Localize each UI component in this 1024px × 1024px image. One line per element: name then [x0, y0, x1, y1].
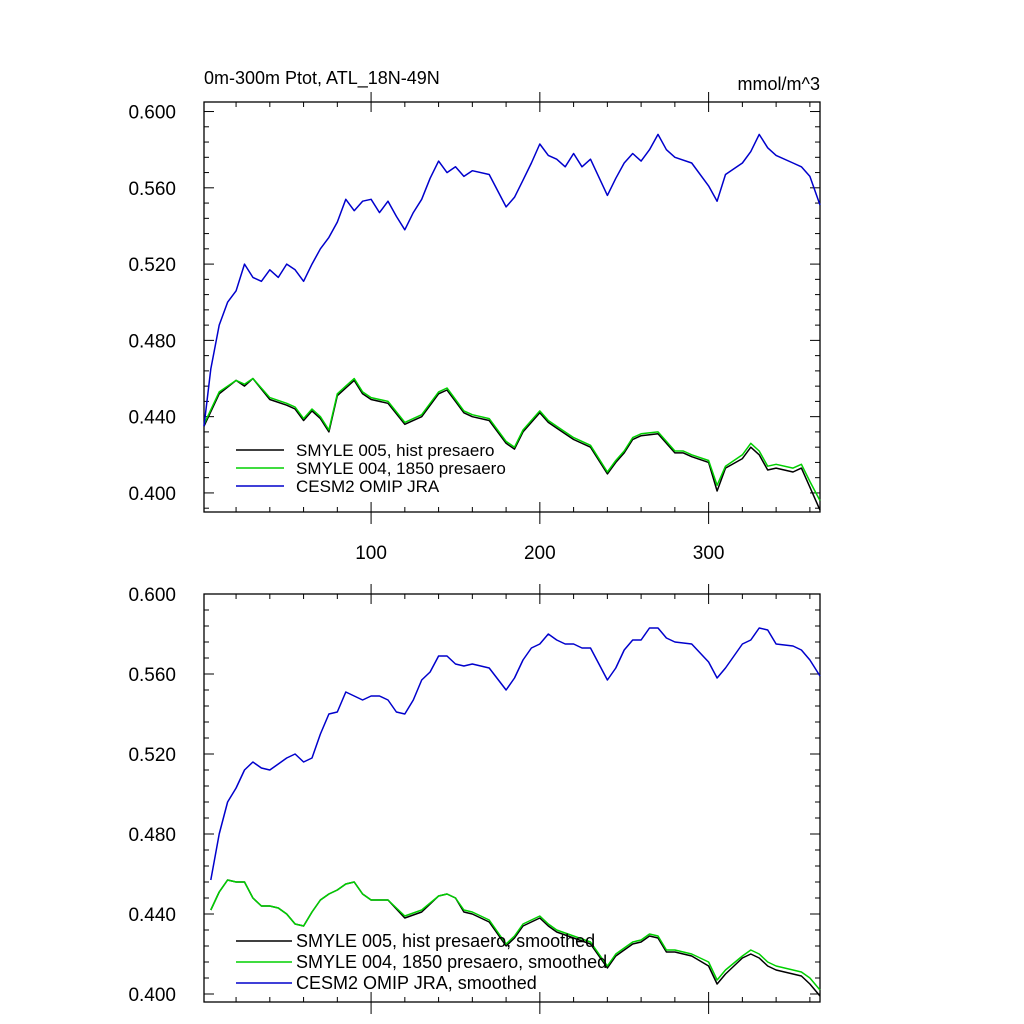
- chart-panel-top: 0.400 0.440 0.480 0.520 0.560 0.600 100 200 300 0…: [128, 68, 821, 564]
- plot-frame: [203, 101, 821, 513]
- y-tick-label: 0.560: [128, 665, 176, 686]
- y-tick-label: 0.440: [128, 408, 176, 429]
- legend-label: SMYLE 004, 1850 presaero, smoothed: [296, 952, 607, 972]
- units-label: mmol/m^3: [738, 74, 820, 94]
- legend: SMYLE 005, hist presaero, smoothedSMYLE …: [236, 931, 607, 993]
- legend-label: SMYLE 005, hist presaero, smoothed: [296, 931, 595, 951]
- y-tick-label: 0.400: [128, 484, 176, 505]
- legend-label: CESM2 OMIP JRA: [296, 477, 440, 496]
- series-line-1: [210, 879, 821, 991]
- series-line-1: [203, 377, 821, 501]
- y-tick-label: 0.520: [128, 255, 176, 276]
- y-tick-label: 0.440: [128, 905, 176, 926]
- legend-label: SMYLE 004, 1850 presaero: [296, 459, 506, 478]
- y-tick-label: 0.480: [128, 331, 176, 352]
- plot-frame: [203, 593, 821, 1003]
- series-line-0: [203, 377, 821, 511]
- y-tick-label: 0.520: [128, 745, 176, 766]
- y-tick-label: 0.560: [128, 179, 176, 200]
- legend-label: SMYLE 005, hist presaero: [296, 441, 494, 460]
- y-tick-label: 0.600: [128, 585, 176, 606]
- y-tick-label: 0.600: [128, 103, 176, 124]
- chart-panel-bottom: 0.400 0.440 0.480 0.520 0.560 0.600 SMYLE 005,…: [128, 584, 821, 1014]
- y-tick-label: 0.400: [128, 985, 176, 1006]
- x-tick-label: 300: [693, 543, 725, 564]
- series-line-2: [203, 133, 821, 427]
- y-tick-label: 0.480: [128, 825, 176, 846]
- chart-title: 0m-300m Ptot, ATL_18N-49N: [204, 68, 440, 89]
- series-line-2: [210, 627, 821, 881]
- x-tick-label: 100: [355, 543, 387, 564]
- x-tick-label: 200: [524, 543, 556, 564]
- legend-label: CESM2 OMIP JRA, smoothed: [296, 973, 537, 993]
